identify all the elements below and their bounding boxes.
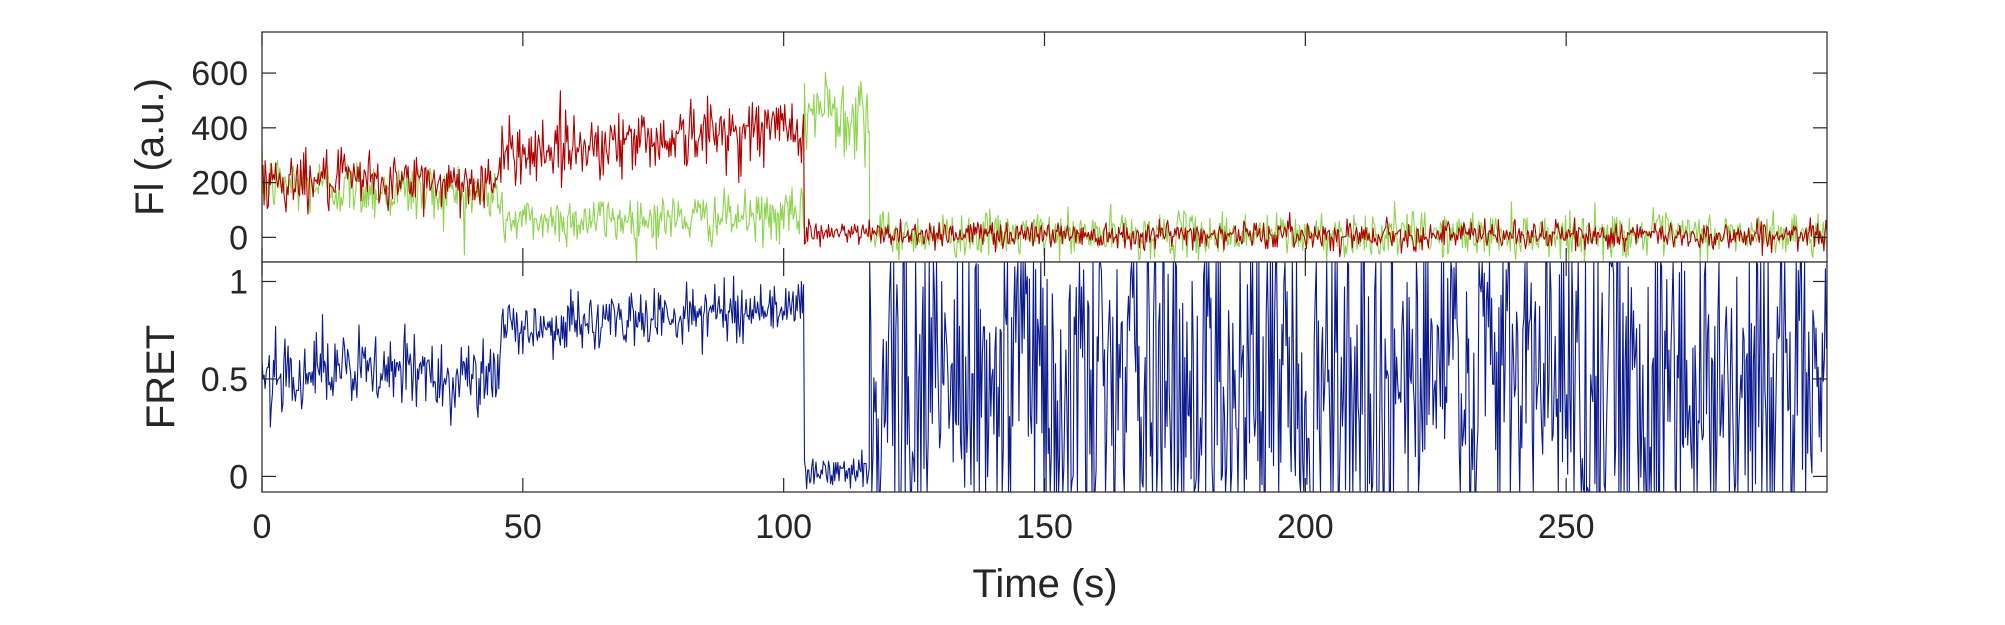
fluorescence-panel: 0 200 400 600 Fl (a.u.) xyxy=(128,31,1828,263)
fret-y-axis-label: FRET xyxy=(139,325,183,429)
x-tick-label: 200 xyxy=(1277,508,1334,546)
x-tick-label: 50 xyxy=(504,508,542,546)
y-tick-label: 600 xyxy=(191,55,248,93)
y-tick-label: 1 xyxy=(229,263,248,301)
y-tick-label: 0 xyxy=(229,219,248,257)
fluorescence-y-axis-label: Fl (a.u.) xyxy=(128,78,172,216)
y-tick-label: 400 xyxy=(191,110,248,148)
fret-panel: 00.51 0 50 100 150 200 250 FRET Time (s) xyxy=(139,261,1828,606)
y-tick-label: 0.5 xyxy=(201,361,248,399)
x-tick-label: 150 xyxy=(1016,508,1073,546)
time-x-axis-label: Time (s) xyxy=(972,562,1117,606)
time-x-ticks: 0 50 100 150 200 250 xyxy=(253,262,1595,546)
series-line-0-1 xyxy=(261,90,1828,258)
y-tick-label: 0 xyxy=(229,458,248,496)
fret-y-ticks: 00.51 xyxy=(201,263,1827,496)
fluorescence-plot-background xyxy=(262,32,1827,262)
x-tick-label: 250 xyxy=(1538,508,1595,546)
x-tick-label: 100 xyxy=(755,508,812,546)
y-tick-label: 200 xyxy=(191,165,248,203)
fluorescence-y-ticks: 0 200 400 600 xyxy=(191,32,1827,262)
x-tick-label: 0 xyxy=(253,508,272,546)
